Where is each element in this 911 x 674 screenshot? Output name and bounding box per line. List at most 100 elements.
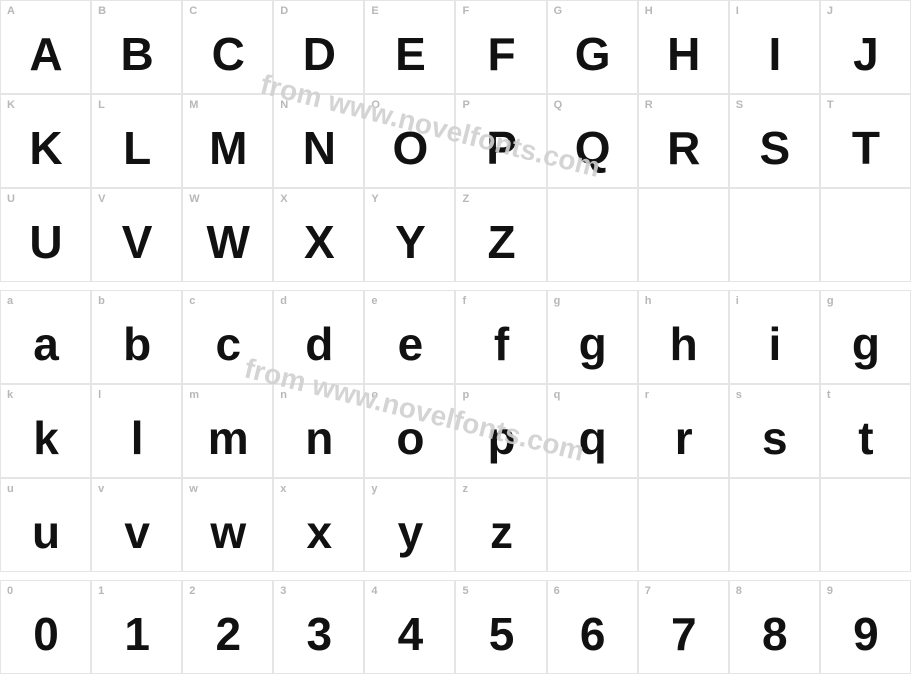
glyph-cell: NN bbox=[273, 94, 364, 188]
cell-label: E bbox=[371, 5, 378, 17]
glyph-cell: CC bbox=[182, 0, 273, 94]
cell-label: s bbox=[736, 389, 742, 401]
glyph-cell: JJ bbox=[820, 0, 911, 94]
cell-label: 3 bbox=[280, 585, 286, 597]
cell-label: U bbox=[7, 193, 15, 205]
section-gap bbox=[0, 282, 911, 290]
glyph-cell: ll bbox=[91, 384, 182, 478]
cell-glyph: W bbox=[207, 215, 249, 269]
cell-label: T bbox=[827, 99, 834, 111]
glyph-cell: II bbox=[729, 0, 820, 94]
cell-label: J bbox=[827, 5, 833, 17]
cell-label: Z bbox=[462, 193, 469, 205]
glyph-cell: TT bbox=[820, 94, 911, 188]
glyph-cell: 99 bbox=[820, 580, 911, 674]
cell-glyph: g bbox=[579, 317, 606, 371]
glyph-cell: zz bbox=[455, 478, 546, 572]
empty-cell bbox=[820, 478, 911, 572]
glyph-cell: yy bbox=[364, 478, 455, 572]
glyph-cell: gg bbox=[820, 290, 911, 384]
glyph-cell: 77 bbox=[638, 580, 729, 674]
cell-glyph: i bbox=[768, 317, 780, 371]
glyph-cell: 11 bbox=[91, 580, 182, 674]
cell-glyph: L bbox=[123, 121, 150, 175]
cell-label: 8 bbox=[736, 585, 742, 597]
cell-glyph: N bbox=[303, 121, 335, 175]
cell-label: W bbox=[189, 193, 199, 205]
cell-label: K bbox=[7, 99, 15, 111]
empty-cell bbox=[547, 188, 638, 282]
cell-glyph: o bbox=[396, 411, 423, 465]
glyph-cell: mm bbox=[182, 384, 273, 478]
cell-label: y bbox=[371, 483, 377, 495]
cell-glyph: R bbox=[667, 121, 699, 175]
uppercase-grid: AABBCCDDEEFFGGHHIIJJKKLLMMNNOOPPQQRRSSTT… bbox=[0, 0, 911, 282]
cell-label: f bbox=[462, 295, 466, 307]
cell-glyph: V bbox=[122, 215, 152, 269]
cell-glyph: x bbox=[307, 505, 332, 559]
cell-label: r bbox=[645, 389, 649, 401]
cell-label: o bbox=[371, 389, 378, 401]
cell-glyph: g bbox=[852, 317, 879, 371]
glyph-cell: SS bbox=[729, 94, 820, 188]
cell-glyph: Y bbox=[395, 215, 425, 269]
glyph-cell: BB bbox=[91, 0, 182, 94]
glyph-cell: ii bbox=[729, 290, 820, 384]
glyph-cell: OO bbox=[364, 94, 455, 188]
cell-glyph: l bbox=[131, 411, 143, 465]
cell-label: P bbox=[462, 99, 469, 111]
glyph-cell: GG bbox=[547, 0, 638, 94]
glyph-cell: tt bbox=[820, 384, 911, 478]
cell-label: Q bbox=[554, 99, 563, 111]
cell-glyph: d bbox=[305, 317, 332, 371]
cell-glyph: 6 bbox=[580, 607, 605, 661]
empty-cell bbox=[638, 478, 729, 572]
glyph-cell: EE bbox=[364, 0, 455, 94]
glyph-cell: bb bbox=[91, 290, 182, 384]
cell-glyph: f bbox=[494, 317, 508, 371]
cell-glyph: b bbox=[123, 317, 150, 371]
glyph-cell: ZZ bbox=[455, 188, 546, 282]
cell-label: 2 bbox=[189, 585, 195, 597]
glyph-cell: cc bbox=[182, 290, 273, 384]
cell-glyph: 9 bbox=[853, 607, 878, 661]
cell-glyph: P bbox=[486, 121, 516, 175]
cell-label: c bbox=[189, 295, 195, 307]
cell-label: M bbox=[189, 99, 198, 111]
cell-glyph: k bbox=[33, 411, 58, 465]
glyph-cell: XX bbox=[273, 188, 364, 282]
cell-label: I bbox=[736, 5, 739, 17]
glyph-cell: 55 bbox=[455, 580, 546, 674]
cell-glyph: D bbox=[303, 27, 335, 81]
digits-grid: 00112233445566778899 bbox=[0, 580, 911, 674]
glyph-cell: 22 bbox=[182, 580, 273, 674]
cell-label: g bbox=[827, 295, 834, 307]
cell-glyph: h bbox=[670, 317, 697, 371]
cell-label: w bbox=[189, 483, 198, 495]
cell-glyph: v bbox=[124, 505, 149, 559]
glyph-cell: QQ bbox=[547, 94, 638, 188]
cell-glyph: m bbox=[208, 411, 248, 465]
cell-label: S bbox=[736, 99, 743, 111]
glyph-cell: ff bbox=[455, 290, 546, 384]
cell-glyph: u bbox=[32, 505, 59, 559]
cell-glyph: z bbox=[490, 505, 512, 559]
glyph-cell: nn bbox=[273, 384, 364, 478]
cell-glyph: K bbox=[29, 121, 61, 175]
cell-glyph: 3 bbox=[307, 607, 332, 661]
cell-label: z bbox=[462, 483, 468, 495]
cell-glyph: q bbox=[579, 411, 606, 465]
glyph-cell: gg bbox=[547, 290, 638, 384]
cell-glyph: M bbox=[209, 121, 246, 175]
cell-label: n bbox=[280, 389, 287, 401]
cell-glyph: A bbox=[29, 27, 61, 81]
cell-label: v bbox=[98, 483, 104, 495]
cell-glyph: S bbox=[760, 121, 790, 175]
cell-glyph: n bbox=[305, 411, 332, 465]
cell-label: 5 bbox=[462, 585, 468, 597]
glyph-cell: qq bbox=[547, 384, 638, 478]
cell-label: A bbox=[7, 5, 15, 17]
glyph-cell: YY bbox=[364, 188, 455, 282]
cell-glyph: 5 bbox=[489, 607, 514, 661]
glyph-cell: xx bbox=[273, 478, 364, 572]
